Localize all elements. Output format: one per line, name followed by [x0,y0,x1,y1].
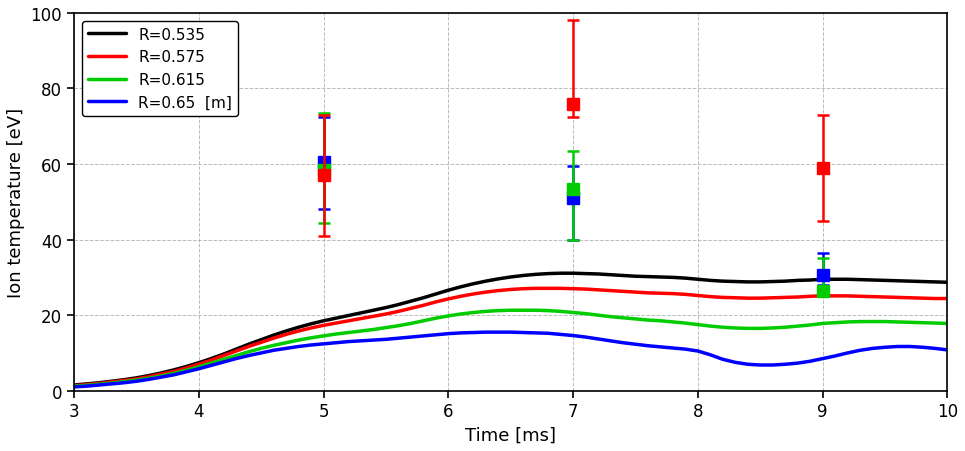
R=0.535 [904,279,916,284]
R=0.65  [m] [93,382,104,388]
Line: R=0.65  [m]: R=0.65 [m] [74,332,948,387]
R=0.65  [m] [69,384,80,390]
R=0.535 [492,276,504,282]
R=0.535 [69,382,80,388]
R=0.575 [742,296,754,301]
R=0.615 [317,333,329,339]
R=0.575 [904,295,916,301]
R=0.575 [93,381,104,387]
R=0.65  [m] [942,347,953,353]
R=0.615 [605,314,617,320]
R=0.65  [m] [480,330,491,335]
R=0.575 [317,323,329,328]
R=0.535 [742,280,754,285]
R=0.575 [605,288,617,294]
R=0.535 [605,272,617,278]
Legend: R=0.535, R=0.575, R=0.615, R=0.65  [m]: R=0.535, R=0.575, R=0.615, R=0.65 [m] [82,22,238,116]
Line: R=0.575: R=0.575 [74,289,948,386]
R=0.615 [505,308,516,313]
R=0.575 [69,383,80,389]
R=0.615 [904,320,916,325]
Line: R=0.535: R=0.535 [74,274,948,385]
R=0.535 [93,380,104,386]
R=0.575 [530,286,541,291]
R=0.615 [93,382,104,387]
R=0.65  [m] [317,341,329,347]
R=0.535 [317,318,329,324]
R=0.615 [492,308,504,313]
X-axis label: Time [ms]: Time [ms] [465,426,556,444]
R=0.615 [742,326,754,331]
Y-axis label: Ion temperature [eV]: Ion temperature [eV] [7,107,25,297]
R=0.65  [m] [505,330,516,335]
R=0.65  [m] [605,338,617,344]
R=0.535 [555,271,566,276]
R=0.535 [942,280,953,285]
R=0.615 [942,321,953,327]
Line: R=0.615: R=0.615 [74,311,948,387]
R=0.575 [492,288,504,294]
R=0.575 [942,296,953,302]
R=0.65  [m] [742,362,754,367]
R=0.65  [m] [904,344,916,350]
R=0.615 [69,384,80,389]
